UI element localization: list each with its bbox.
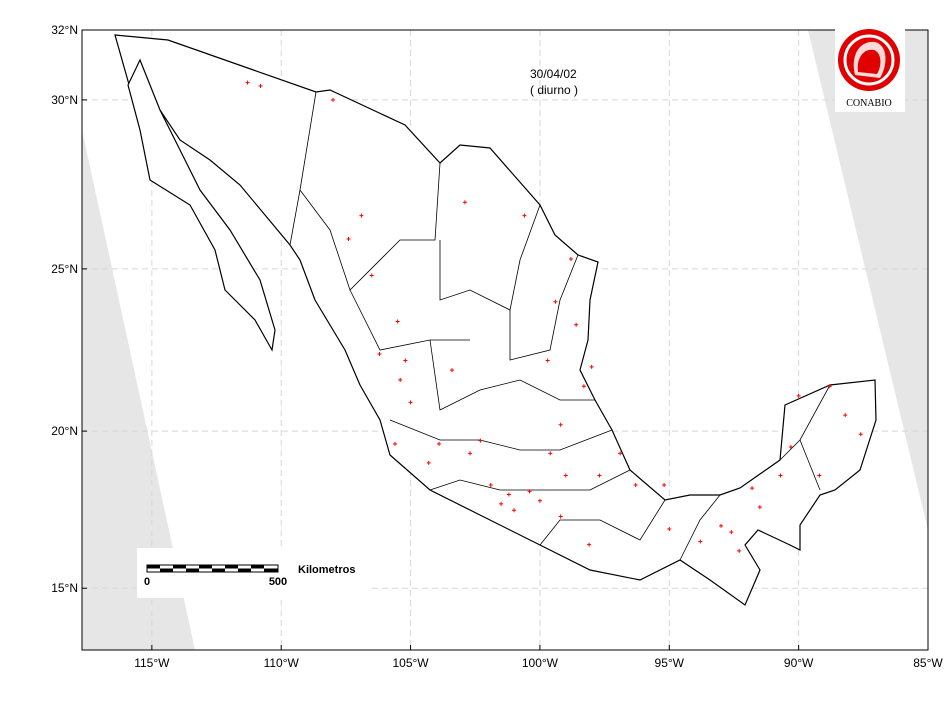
fire-point <box>568 256 573 261</box>
x-tick-label: 95°W <box>655 656 685 670</box>
fire-point <box>330 97 335 102</box>
state-borders <box>289 91 831 561</box>
x-tick-label: 110°W <box>264 656 300 670</box>
fire-point <box>369 273 374 278</box>
fire-point <box>667 527 672 532</box>
fire-point <box>395 319 400 324</box>
fire-point <box>618 451 623 456</box>
y-tick-label: 30°N <box>51 93 78 107</box>
fire-point <box>527 489 532 494</box>
fire-point <box>403 358 408 363</box>
fire-point <box>499 501 504 506</box>
fire-point <box>468 451 473 456</box>
map-frame <box>81 29 929 651</box>
fire-point <box>408 400 413 405</box>
fire-point <box>737 548 742 553</box>
fire-point <box>512 508 517 513</box>
fire-point <box>398 377 403 382</box>
y-tick-label: 15°N <box>51 581 78 595</box>
logo-text: CONABIO <box>846 98 892 109</box>
fire-point <box>778 473 783 478</box>
scale-unit: Kilometros <box>298 564 355 576</box>
y-tick-label: 20°N <box>51 424 78 438</box>
fire-point <box>426 460 431 465</box>
country-outline <box>114 34 877 606</box>
fire-point <box>437 441 442 446</box>
fire-point <box>827 384 832 389</box>
fire-point <box>346 237 351 242</box>
fire-point <box>558 514 563 519</box>
swath-gap <box>808 30 928 530</box>
fire-point <box>597 473 602 478</box>
fire-point <box>574 322 579 327</box>
fire-point <box>522 213 527 218</box>
fire-point <box>587 542 592 547</box>
fire-point <box>478 438 483 443</box>
fire-point <box>245 80 250 85</box>
fire-point <box>843 413 848 418</box>
x-tick-label: 105°W <box>392 656 429 670</box>
fire-point <box>698 539 703 544</box>
y-tick-label: 25°N <box>51 262 78 276</box>
fire-point <box>817 473 822 478</box>
fire-point <box>258 84 263 89</box>
fire-point <box>662 483 667 488</box>
mode-label: ( diurno ) <box>530 83 578 97</box>
fire-point <box>548 451 553 456</box>
scale-end: 500 <box>269 576 287 588</box>
fire-point <box>589 364 594 369</box>
fire-point <box>488 483 493 488</box>
fire-point <box>377 351 382 356</box>
fire-point <box>750 486 755 491</box>
fire-point <box>462 200 467 205</box>
fire-point <box>633 483 638 488</box>
x-tick-label: 85°W <box>913 656 943 670</box>
fire-point <box>858 432 863 437</box>
fire-point <box>545 358 550 363</box>
date-label: 30/04/02 <box>530 67 577 81</box>
fire-point <box>359 213 364 218</box>
fire-point <box>729 530 734 535</box>
scale-start: 0 <box>144 576 150 588</box>
x-tick-label: 100°W <box>522 656 559 670</box>
fire-point <box>788 445 793 450</box>
fire-point <box>393 441 398 446</box>
fire-point <box>719 523 724 528</box>
fire-point <box>563 473 568 478</box>
x-tick-label: 115°W <box>134 656 170 670</box>
scale-bar: 0 500 Kilometros <box>137 548 372 598</box>
fire-point <box>537 498 542 503</box>
fire-point <box>449 368 454 373</box>
fire-point <box>558 422 563 427</box>
fire-point <box>757 505 762 510</box>
swath-gap <box>82 130 195 650</box>
x-tick-label: 90°W <box>784 656 814 670</box>
fire-point <box>553 299 558 304</box>
fire-point <box>581 384 586 389</box>
y-tick-label: 32°N <box>51 23 78 37</box>
fire-point <box>506 492 511 497</box>
fire-point <box>796 393 801 398</box>
logo: CONABIO <box>835 26 905 112</box>
